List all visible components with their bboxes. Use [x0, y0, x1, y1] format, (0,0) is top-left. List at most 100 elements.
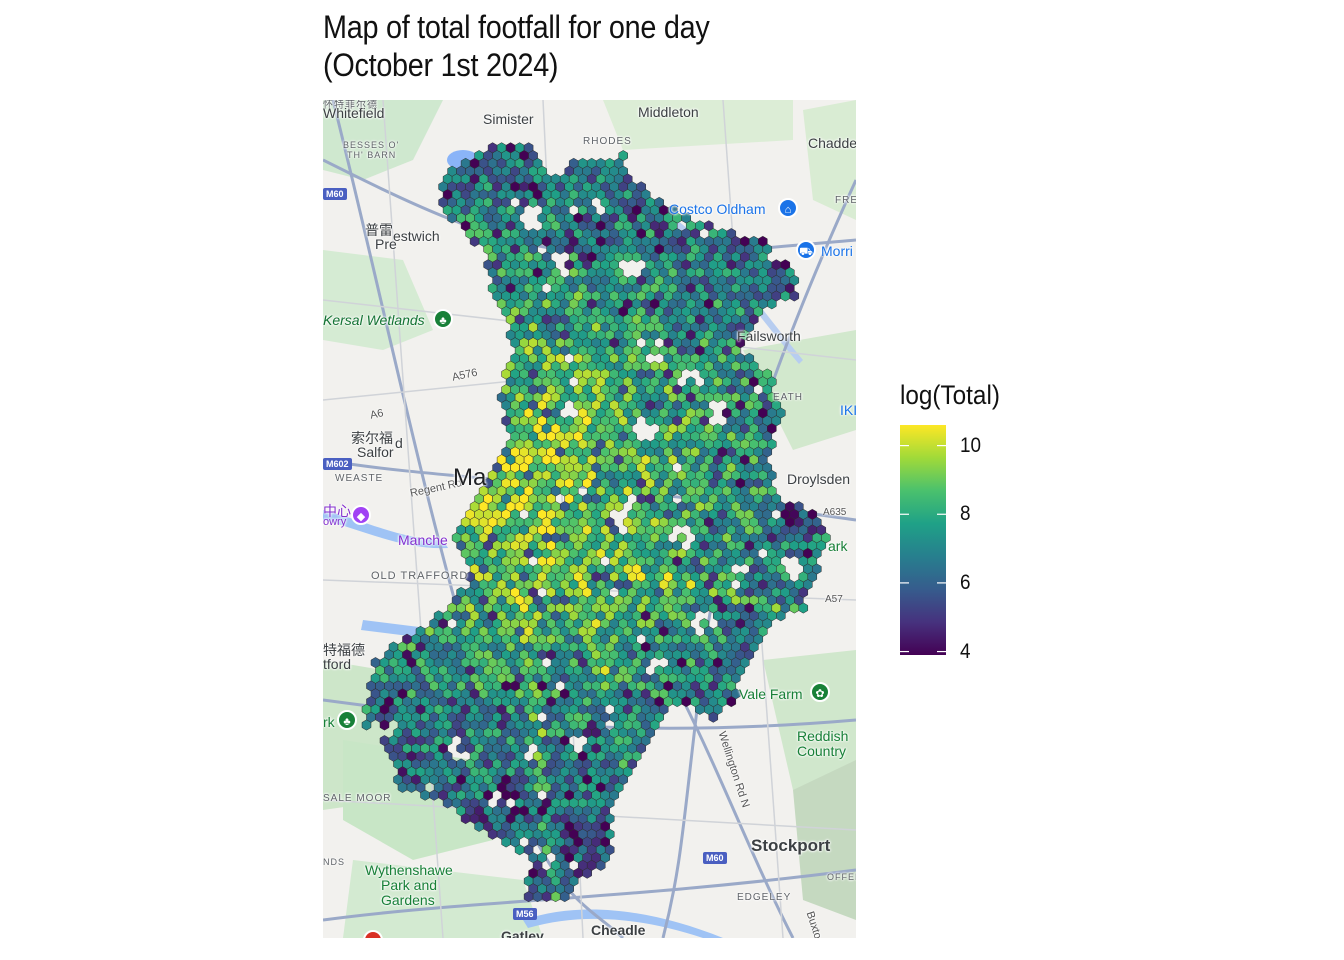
- footfall-hex: [406, 781, 417, 793]
- map-label-old-trafford: OLD TRAFFORD: [371, 570, 469, 582]
- map-label-simister: Simister: [483, 111, 534, 127]
- footfall-hex: [361, 719, 372, 731]
- basemap: [323, 100, 856, 938]
- map-label-ik: IKI: [840, 402, 856, 418]
- plot-title-line-1: Map of total footfall for one day: [323, 9, 710, 45]
- footfall-hex: [685, 360, 696, 372]
- legend-tick-label: 8: [960, 502, 971, 526]
- footfall-hex: [789, 290, 800, 302]
- tree-icon[interactable]: ♣: [337, 710, 357, 730]
- footfall-hex: [379, 719, 390, 731]
- map-label-stockport: Stockport: [751, 836, 831, 855]
- map-panel[interactable]: 怀特菲尔德 Whitefield Simister Middleton Chad…: [323, 100, 856, 938]
- legend-tick-label: 10: [960, 433, 982, 457]
- shopping-icon[interactable]: ◆: [351, 505, 371, 525]
- footfall-hex: [708, 711, 719, 723]
- footfall-hex: [676, 516, 687, 528]
- map-label: 怀特菲尔德: [323, 100, 378, 111]
- footfall-hex: [726, 696, 737, 708]
- footfall-hex: [528, 196, 538, 208]
- map-label-lowry-cn: 中心: [323, 503, 351, 519]
- road-shield-m60: M60: [323, 188, 347, 200]
- map-label-lowry: owry: [323, 516, 347, 528]
- footfall-hex: [442, 797, 453, 809]
- footfall-hex: [523, 891, 534, 903]
- footfall-hex: [785, 547, 795, 559]
- footfall-hex: [699, 602, 710, 614]
- map-label-gatley: Gatley: [501, 928, 544, 938]
- map-label-salford-d: d: [395, 435, 403, 451]
- footfall-hex-layer: [361, 142, 831, 903]
- map-label-prestwich-2: Pre: [375, 236, 397, 252]
- footfall-hex: [447, 212, 457, 224]
- map-label-offer: OFFER: [827, 872, 856, 882]
- footfall-hex: [469, 235, 480, 247]
- footfall-hex: [780, 290, 791, 302]
- map-label-costco[interactable]: Costco Oldham: [669, 201, 766, 217]
- map-label-fre: FRE: [835, 195, 856, 206]
- map-label-salford: Salfor: [357, 444, 394, 460]
- footfall-hex: [460, 813, 471, 825]
- footfall-hex: [474, 820, 484, 832]
- plot-title: Map of total footfall for one day (Octob…: [323, 8, 827, 84]
- footfall-hex: [798, 602, 809, 614]
- footfall-hex: [456, 742, 466, 754]
- footfall-hex: [595, 859, 606, 871]
- map-label-reddish-2: Country: [797, 743, 847, 759]
- road-shield-m56: M56: [513, 908, 537, 920]
- footfall-hex: [645, 415, 655, 427]
- map-label-a635: A635: [823, 507, 847, 518]
- footfall-hex: [555, 243, 565, 255]
- map-label-reddish-1: Reddish: [797, 728, 849, 744]
- footfall-hex: [622, 251, 633, 263]
- legend-tick-label: 6: [960, 570, 971, 594]
- map-label-besses: BESSES O': [343, 140, 400, 150]
- map-label-park: ark: [828, 538, 848, 554]
- footfall-hex: [582, 867, 592, 879]
- map-label-chadderton: Chadde: [808, 135, 856, 151]
- footfall-hex: [613, 501, 624, 513]
- map-label-manch: Manche: [398, 532, 448, 548]
- footfall-hex: [713, 391, 723, 403]
- map-label-heath: EATH: [773, 392, 803, 403]
- map-label-prestwich-cn: 普雷: [365, 222, 393, 238]
- map-label-rhodes: RHODES: [583, 136, 632, 147]
- map-label-manchester: Ma: [453, 464, 487, 491]
- map-label-morrisons[interactable]: Morri: [821, 243, 853, 259]
- footfall-hex: [573, 727, 583, 739]
- footfall-hex: [487, 828, 498, 840]
- map-label-wythenshawe-3: Gardens: [381, 892, 435, 908]
- map-label-nds: NDS: [323, 857, 346, 867]
- footfall-hex: [767, 298, 777, 310]
- shopping-cart-icon[interactable]: ⛟: [796, 240, 816, 260]
- map-label-cheadle: Cheadle: [591, 922, 646, 938]
- map-label-barn: TH' BARN: [347, 150, 397, 160]
- footfall-hex: [789, 602, 800, 614]
- paw-icon[interactable]: ✿: [810, 682, 830, 702]
- legend-colorbar: [900, 425, 946, 655]
- tree-icon[interactable]: ♣: [433, 309, 453, 329]
- legend-title: log(Total): [900, 380, 1000, 410]
- map-label-stretford-cn: 特福德: [323, 642, 365, 658]
- map-label-kersal[interactable]: Kersal Wetlands: [323, 312, 425, 328]
- map-label-weaste: WEASTE: [335, 473, 384, 484]
- map-label-wythenshawe-2: Park and: [381, 877, 438, 893]
- map-label-wythenshawe-1: Wythenshawe: [365, 862, 453, 878]
- footfall-hex: [532, 891, 543, 903]
- footfall-hex: [735, 555, 746, 567]
- map-label-rk: rk: [323, 714, 335, 730]
- map-label-a57: A57: [825, 594, 843, 605]
- shopping-bag-icon[interactable]: ⌂: [778, 198, 798, 218]
- road-shield-m602: M602: [323, 458, 352, 470]
- footfall-hex: [501, 836, 511, 848]
- footfall-hex: [550, 891, 561, 903]
- footfall-hex: [397, 781, 408, 793]
- map-label-whitefield: Whitefield: [323, 105, 385, 121]
- footfall-hex: [541, 891, 552, 903]
- map-label-edgeley: EDGELEY: [737, 892, 792, 903]
- footfall-hex: [559, 891, 570, 903]
- map-label-stretford: tford: [323, 656, 352, 672]
- map-label-vale-farm[interactable]: Vale Farm: [739, 686, 803, 702]
- footfall-hex: [654, 649, 664, 661]
- footfall-hex: [672, 696, 682, 708]
